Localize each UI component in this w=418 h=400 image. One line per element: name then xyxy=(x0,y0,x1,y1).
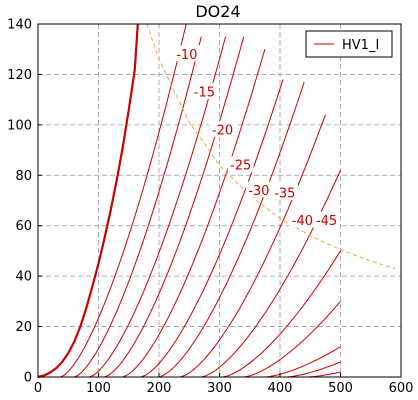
plate-curve xyxy=(307,371,341,378)
curve-label-bg xyxy=(227,156,254,173)
plate-curve xyxy=(243,301,341,378)
legend: HV1_I xyxy=(305,30,393,58)
y-tick-label: 60 xyxy=(15,219,32,234)
plate-curve xyxy=(104,36,245,378)
plate-curve xyxy=(180,114,326,378)
curve-label: -20 xyxy=(212,123,233,138)
power-limit-curve xyxy=(146,23,396,270)
x-tick-label: 600 xyxy=(389,381,414,396)
y-tick-label: 140 xyxy=(7,18,32,33)
curve-label: -10 xyxy=(176,48,197,63)
plate-curve xyxy=(286,361,341,378)
curve-label-bg xyxy=(271,183,298,200)
y-tick-label: 120 xyxy=(7,68,32,83)
plate-curve xyxy=(89,36,227,378)
y-axis-ticks: 0 20 40 60 80 100 120 140 xyxy=(7,18,42,386)
grid-lines xyxy=(38,24,401,377)
x-tick-label: 300 xyxy=(207,381,232,396)
y-tick-label: 100 xyxy=(7,118,32,133)
curve-label: -25 xyxy=(230,159,251,174)
y-tick-label: 80 xyxy=(15,169,32,184)
plate-curve xyxy=(201,169,341,378)
y-tick-label: 40 xyxy=(15,270,32,285)
curve-label-bg xyxy=(209,120,236,137)
x-tick-label: 400 xyxy=(268,381,293,396)
x-tick-label: 0 xyxy=(34,381,42,396)
curve-label: -35 xyxy=(274,186,295,201)
grid-curves xyxy=(37,23,341,379)
plate-curve xyxy=(122,49,266,378)
curve-labels: -10 -15 -20 -25 -30 -35 -40 -45 xyxy=(173,45,340,229)
plate-curve xyxy=(264,346,341,378)
plate-curve-bold xyxy=(37,23,139,379)
curve-label: -15 xyxy=(194,86,215,101)
plate-curve xyxy=(60,23,187,378)
curve-label-bg xyxy=(245,181,272,198)
y-tick-label: 20 xyxy=(15,320,32,335)
curve-label-bg xyxy=(173,45,200,62)
legend-entry: HV1_I xyxy=(342,38,379,53)
curve-label-bg xyxy=(191,83,218,100)
curve-label-bg xyxy=(313,211,340,228)
x-tick-label: 200 xyxy=(147,381,172,396)
plate-curve xyxy=(158,81,305,378)
x-tick-label: 100 xyxy=(86,381,111,396)
x-tick-label: 500 xyxy=(328,381,353,396)
plate-curve xyxy=(140,79,284,378)
plate-curve xyxy=(222,250,341,378)
y-tick-label: 0 xyxy=(24,371,32,386)
curve-label-bg xyxy=(289,211,316,228)
power-limit xyxy=(146,23,396,270)
curve-label: -45 xyxy=(316,214,337,229)
x-axis-ticks: 0 100 200 300 400 500 600 xyxy=(34,373,414,396)
curve-label: -40 xyxy=(292,214,313,229)
chart-title: DO24 xyxy=(195,2,240,21)
plate-curve xyxy=(74,36,202,378)
curve-label: -30 xyxy=(248,184,269,199)
